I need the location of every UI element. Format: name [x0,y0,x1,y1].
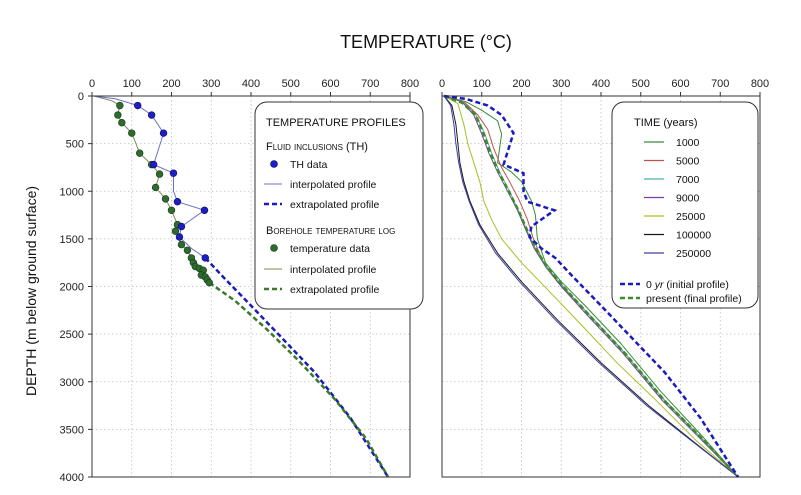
y-tick-label: 1000 [60,186,84,198]
right-legend: TIME (years) 1000 5000 7000 9000 25000 100000… [611,101,759,309]
legend-marker-th-data [270,160,278,168]
legend-label-5000: 5000 [676,156,700,168]
y-tick-label: 500 [66,139,84,151]
right-legend-items: 1000 5000 7000 9000 25000 100000 250000 [644,137,711,260]
right-legend-title: TIME (years) [634,117,698,129]
left-legend-title: TEMPERATURE PROFILES [266,117,406,129]
legend-label-bh-interpolated: interpolated profile [290,264,377,276]
data-point-temperature [136,149,144,157]
right-x-ticks: 0 100 200 300 400 500 600 700 800 [439,78,769,96]
legend-label-250000: 250000 [676,248,711,260]
chart-right: 0 100 200 300 400 500 600 700 800 TIME (years) 1… [439,78,769,478]
legend-label-9000: 9000 [676,193,700,205]
legend-label-initial-profile: 0 yr (initial profile) [646,279,729,291]
x-tick-label: 700 [711,78,729,90]
left-y-ticks: 0 500 1000 1500 2000 2500 3000 3500 4000 [60,91,92,484]
data-point-temperature [183,246,192,255]
x-tick-label: 400 [242,78,260,90]
data-point-th [177,222,186,231]
data-point-temperature [118,118,126,127]
data-point-temperature [167,206,176,215]
series-line-initial-profile [443,94,740,478]
x-tick-label: 200 [512,78,530,90]
data-point-temperature [171,227,180,235]
series-line-25000 [443,95,739,478]
x-tick-label: 0 [89,78,95,90]
x-tick-label: 100 [123,78,141,90]
left-x-ticks: 0 100 200 300 400 500 600 700 800 [89,78,419,96]
legend-group-borehole-log: Borehole temperature log [266,225,395,237]
series-line-100000 [443,95,739,478]
series-line-th-interpolated [93,95,206,259]
data-point-th [175,233,184,241]
series-line-250000 [443,95,739,478]
x-tick-label: 400 [592,78,610,90]
data-point-th [173,198,182,206]
data-point-th [159,129,168,137]
series-line-borehole-extrapolated [208,281,390,478]
x-tick-label: 300 [202,78,220,90]
x-tick-label: 700 [361,78,379,90]
data-point-th [201,254,209,262]
y-tick-label: 1500 [60,234,84,246]
legend-label-1000: 1000 [676,137,700,149]
series-line-1000 [443,95,739,478]
data-point-temperature [155,170,164,178]
legend-label-100000: 100000 [676,230,711,242]
x-tick-label: 300 [552,78,570,90]
right-legend-box [611,101,759,309]
legend-group-fluid-inclusions: Fluid inclusions (TH) [266,141,368,153]
left-legend: TEMPERATURE PROFILES Fluid inclusions (T… [254,101,424,310]
legend-label-th-extrapolated: extrapolated profile [290,199,379,211]
y-tick-label: 2500 [60,329,84,341]
x-tick-label: 600 [321,78,339,90]
data-point-temperature [161,195,170,203]
y-tick-label: 3500 [60,424,84,436]
data-point-th [169,169,178,177]
figure-title: TEMPERATURE (°C) [340,32,512,52]
data-point-th [149,160,158,169]
legend-label-th-data: TH data [290,159,328,171]
x-tick-label: 500 [282,78,300,90]
left-legend-box [254,101,424,310]
x-tick-label: 100 [473,78,491,90]
data-point-th [147,111,156,119]
chart-left: 0 100 200 300 400 500 600 700 800 0 500 1000 1500 20… [60,78,424,484]
legend-label-temperature-data: temperature data [290,243,370,255]
data-point-temperature [177,240,186,249]
data-point-temperature [128,129,136,137]
x-tick-label: 200 [162,78,180,90]
legend-marker-temperature-data [270,244,278,252]
data-point-temperature [205,278,213,287]
series-line-final-profile [443,94,740,478]
legend-label-final-profile: present (final profile) [646,293,742,305]
y-tick-label: 4000 [60,472,84,484]
left-grid [92,96,410,477]
legend-label-th-interpolated: interpolated profile [290,179,377,191]
legend-label-7000: 7000 [676,174,700,186]
data-point-th [134,101,142,110]
legend-label-bh-extrapolated: extrapolated profile [290,284,379,296]
x-tick-label: 0 [439,78,445,90]
x-tick-label: 600 [671,78,689,90]
x-tick-label: 800 [401,78,419,90]
data-point-temperature [114,111,122,119]
y-tick-label: 0 [78,91,84,103]
y-tick-label: 2000 [60,282,84,294]
left-series [93,95,390,478]
data-point-temperature [116,101,124,110]
data-point-temperature [151,183,160,192]
right-series [443,94,740,478]
y-axis-label: DEPTH (m below ground surface) [23,186,39,396]
data-point-th [200,206,209,215]
legend-label-25000: 25000 [676,211,705,223]
y-tick-label: 3000 [60,377,84,389]
x-tick-label: 500 [632,78,650,90]
x-tick-label: 800 [751,78,769,90]
